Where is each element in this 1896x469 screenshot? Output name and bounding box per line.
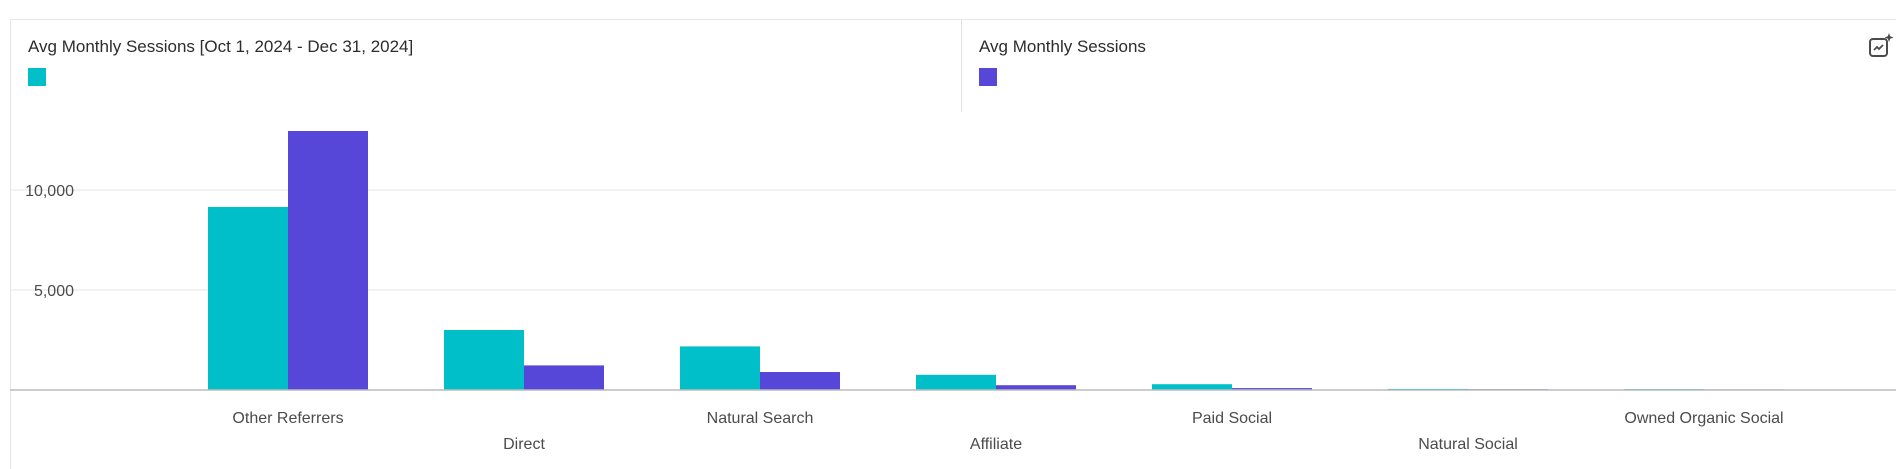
y-tick-label: 5,000 (34, 283, 74, 300)
sparkle-insight-icon[interactable] (1866, 30, 1896, 60)
bar-1[interactable] (1152, 384, 1232, 390)
bar-1[interactable] (208, 207, 288, 390)
legend-label: Avg Monthly Sessions [Oct 1, 2024 - Dec … (28, 37, 414, 56)
x-tick-label: Natural Search (707, 410, 814, 427)
x-tick-label: Natural Social (1418, 436, 1518, 453)
legend-item-series-1[interactable]: Avg Monthly Sessions [Oct 1, 2024 - Dec … (11, 20, 962, 112)
x-tick-label: Affiliate (970, 436, 1022, 453)
legend-label: Avg Monthly Sessions (979, 37, 1146, 56)
legend-swatch (28, 68, 46, 86)
y-tick-label: 10,000 (25, 183, 74, 200)
x-tick-label: Owned Organic Social (1624, 410, 1783, 427)
bar-2[interactable] (1232, 388, 1312, 390)
x-tick-label: Paid Social (1192, 410, 1272, 427)
bar-1[interactable] (916, 374, 996, 390)
bar-2[interactable] (288, 131, 368, 390)
legend-swatch (979, 68, 997, 86)
bar-2[interactable] (996, 385, 1076, 390)
chart-card: Avg Monthly Sessions [Oct 1, 2024 - Dec … (10, 19, 1896, 469)
x-tick-label: Direct (503, 436, 545, 453)
bar-1[interactable] (680, 346, 760, 390)
x-tick-label: Other Referrers (232, 410, 343, 427)
bar-2[interactable] (524, 365, 604, 390)
legend-item-series-2[interactable]: Avg Monthly Sessions (962, 20, 1762, 112)
bar-1[interactable] (444, 330, 524, 390)
bar-2[interactable] (760, 372, 840, 390)
